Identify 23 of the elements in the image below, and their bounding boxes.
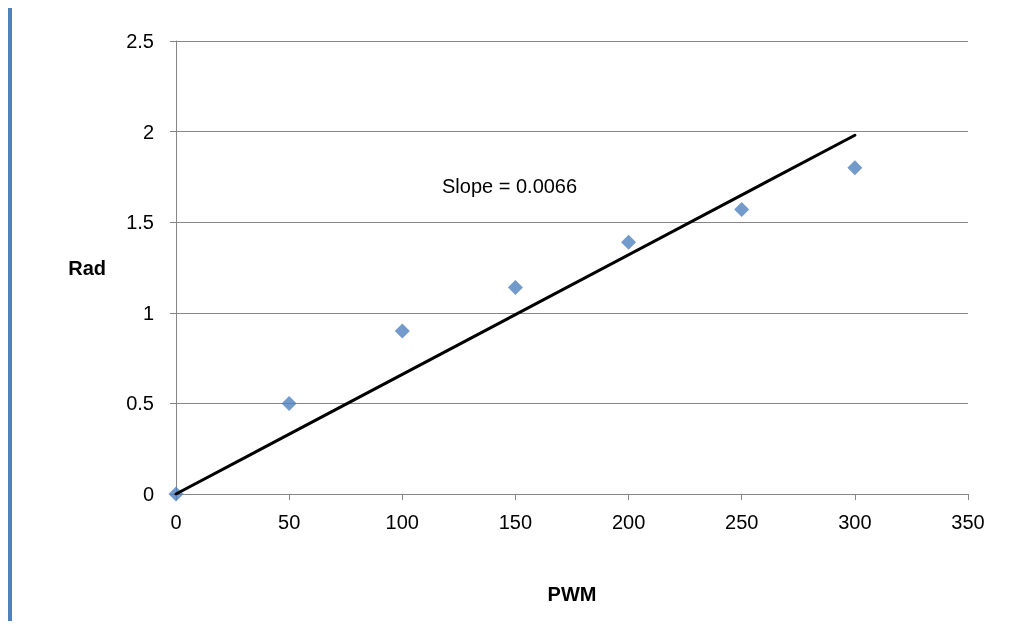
- y-tick-label: 2: [142, 120, 154, 143]
- x-tick-label: 50: [278, 511, 301, 533]
- y-tick-label: 2.5: [126, 30, 154, 52]
- x-tick-label: 150: [498, 511, 533, 533]
- x-tick-label: 100: [385, 511, 419, 533]
- x-tick-label: 250: [725, 511, 759, 533]
- x-axis-title: PWM: [547, 583, 597, 605]
- annotation: Slope = 0.0066: [442, 175, 578, 197]
- point: [734, 202, 750, 218]
- y-axis-title: Rad: [68, 256, 106, 279]
- x-tick-label: 0: [170, 511, 182, 533]
- point: [621, 234, 637, 250]
- point: [394, 323, 410, 339]
- point: [507, 279, 523, 295]
- y-tick-label: 1.5: [126, 211, 154, 234]
- x-tick-label: 350: [951, 511, 985, 533]
- point: [281, 395, 297, 411]
- x-tick-label: 200: [611, 511, 646, 533]
- y-tick-label: 1: [142, 301, 154, 324]
- point: [847, 160, 863, 176]
- x-tick-label: 300: [838, 511, 872, 533]
- y-tick-label: 0: [142, 483, 154, 505]
- y-tick-label: 0.5: [126, 392, 154, 415]
